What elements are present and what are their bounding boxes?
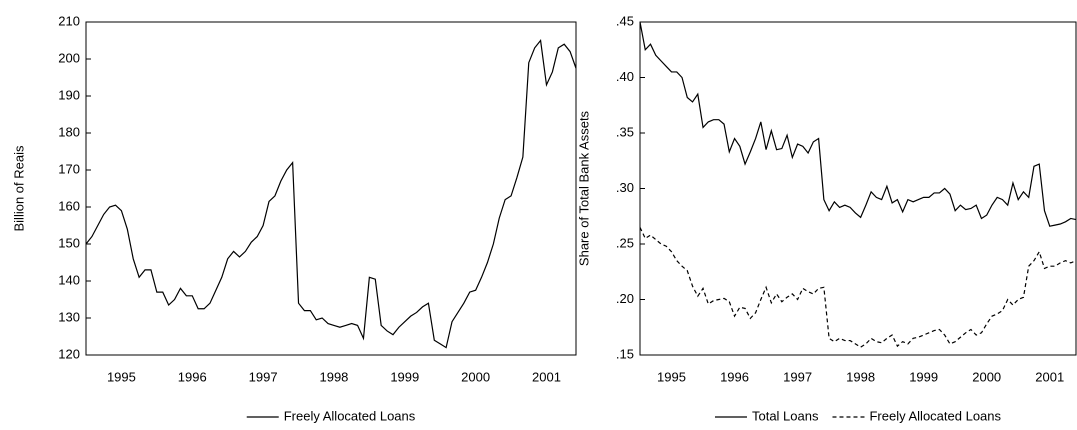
series-line xyxy=(639,21,1077,227)
y-tick-label: .35 xyxy=(616,124,634,139)
y-tick-label: 190 xyxy=(58,87,80,102)
y-tick-label: .20 xyxy=(616,291,634,306)
plot-frame xyxy=(85,21,577,356)
x-tick-label: 1995 xyxy=(657,369,686,384)
series-line xyxy=(85,39,577,349)
x-tick-label: 1999 xyxy=(390,369,419,384)
y-tick-label: 200 xyxy=(58,50,80,65)
x-tick-label: 1996 xyxy=(178,369,207,384)
plot-frame xyxy=(639,21,1077,356)
x-tick-label: 1999 xyxy=(909,369,938,384)
y-tick-label: .25 xyxy=(616,235,634,250)
y-tick-label: 150 xyxy=(58,235,80,250)
y-tick-label: 120 xyxy=(58,346,80,361)
y-tick-label: 160 xyxy=(58,198,80,213)
legend-label: Total Loans xyxy=(752,408,819,423)
y-tick-label: 140 xyxy=(58,272,80,287)
y-tick-label: .40 xyxy=(616,69,634,84)
series-line xyxy=(639,227,1077,348)
y-axis-label: Billion of Reais xyxy=(11,145,26,231)
x-tick-label: 1997 xyxy=(249,369,278,384)
legend-label: Freely Allocated Loans xyxy=(284,408,416,423)
y-tick-label: 180 xyxy=(58,124,80,139)
x-tick-label: 1995 xyxy=(107,369,136,384)
x-tick-label: 1997 xyxy=(783,369,812,384)
y-tick-label: 170 xyxy=(58,161,80,176)
x-tick-label: 1998 xyxy=(846,369,875,384)
x-tick-label: 2000 xyxy=(461,369,490,384)
x-tick-label: 2001 xyxy=(1035,369,1064,384)
x-tick-label: 1996 xyxy=(720,369,749,384)
x-tick-label: 2001 xyxy=(532,369,561,384)
y-axis-label: Share of Total Bank Assets xyxy=(576,110,591,266)
y-tick-label: .45 xyxy=(616,13,634,28)
y-tick-label: .15 xyxy=(616,346,634,361)
legend-label: Freely Allocated Loans xyxy=(869,408,1001,423)
x-tick-label: 2000 xyxy=(972,369,1001,384)
y-tick-label: 130 xyxy=(58,309,80,324)
y-tick-label: 210 xyxy=(58,13,80,28)
y-tick-label: .30 xyxy=(616,180,634,195)
x-tick-label: 1998 xyxy=(319,369,348,384)
